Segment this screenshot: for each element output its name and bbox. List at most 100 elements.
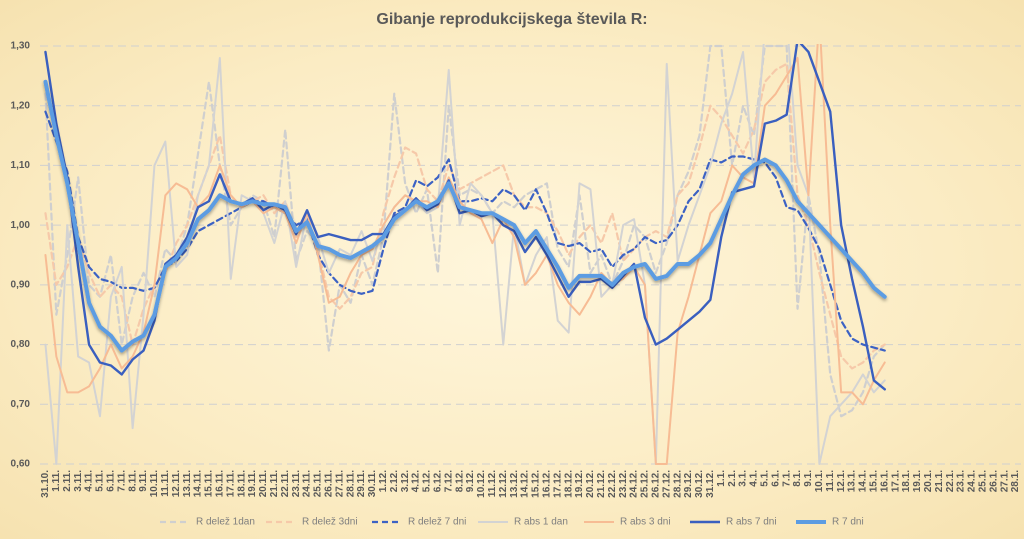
x-tick-label: 20.12. (585, 470, 596, 498)
x-tick-label: 6.11. (105, 470, 116, 492)
x-tick-label: 30.12. (694, 470, 705, 498)
x-tick-label: 13.11. (182, 470, 193, 497)
y-tick-label: 0,70 (11, 399, 31, 410)
x-tick-label: 1.11. (51, 470, 62, 492)
x-tick-label: 17.12. (552, 470, 563, 498)
x-tick-label: 3.1. (738, 470, 749, 487)
x-tick-label: 2.12. (389, 470, 400, 492)
x-tick-label: 26.11. (323, 470, 334, 497)
x-tick-label: 5.11. (95, 470, 106, 492)
legend: R delež 1dan R delež 3dni R delež 7 dni R a… (160, 517, 864, 528)
x-tick-label: 7.1. (781, 470, 792, 487)
x-tick-label: 18.1. (901, 470, 912, 492)
x-tick-label: 30.11. (367, 470, 378, 497)
x-tick-label: 24.1. (967, 470, 978, 492)
x-tick-label: 6.1. (770, 470, 781, 487)
y-tick-label: 1,20 (11, 100, 31, 111)
chart-title: Gibanje reprodukcijskega števila R: (376, 11, 647, 28)
x-tick-label: 21.12. (596, 470, 607, 498)
legend-label: R abs 7 dni (726, 517, 777, 528)
x-tick-label: 7.11. (116, 470, 127, 492)
legend-label: R abs 1 dan (514, 517, 568, 528)
x-tick-label: 3.11. (73, 470, 84, 492)
x-tick-label: 1.12. (378, 470, 389, 492)
series-line (44, 44, 886, 465)
x-tick-label: 29.11. (356, 470, 367, 497)
x-tick-label: 10.1. (814, 470, 825, 492)
series-line (44, 44, 886, 391)
x-tick-label: 12.12. (498, 470, 509, 498)
legend-label: R delež 7 dni (408, 517, 466, 528)
x-tick-label: 8.12. (454, 470, 465, 492)
x-tick-label: 4.1. (749, 470, 760, 487)
x-tick-label: 17.1. (890, 470, 901, 492)
y-tick-label: 0,80 (11, 339, 31, 350)
x-tick-label: 28.1. (1010, 470, 1021, 492)
x-tick-label: 26.12. (650, 470, 661, 498)
plot-area (43, 44, 887, 465)
x-tick-label: 23.12. (618, 470, 629, 498)
series-line (44, 44, 886, 465)
x-tick-label: 16.12. (541, 470, 552, 498)
x-tick-label: 4.12. (411, 470, 422, 492)
x-tick-label: 31.12. (705, 470, 716, 498)
x-tick-label: 16.1. (879, 470, 890, 492)
x-tick-label: 21.1. (934, 470, 945, 492)
x-tick-label: 14.11. (193, 470, 204, 497)
x-tick-label: 16.11. (214, 470, 225, 497)
x-tick-label: 7.12. (443, 470, 454, 492)
x-tick-label: 29.12. (683, 470, 694, 498)
legend-label: R abs 3 dni (620, 517, 671, 528)
x-tick-label: 25.11. (313, 470, 324, 497)
x-tick-label: 23.1. (956, 470, 967, 492)
x-tick-label: 11.12. (487, 470, 498, 497)
x-tick-label: 27.1. (999, 470, 1010, 492)
x-tick-label: 11.11. (160, 470, 171, 497)
grid (40, 45, 1021, 465)
legend-label: R delež 3dni (302, 517, 358, 528)
x-tick-label: 5.1. (759, 470, 770, 487)
x-tick-label: 19.1. (912, 470, 923, 492)
x-tick-label: 2.11. (62, 470, 73, 492)
legend-label: R delež 1dan (196, 517, 255, 528)
x-tick-label: 27.12. (661, 470, 672, 498)
x-tick-label: 23.11. (291, 470, 302, 497)
x-tick-label: 12.1. (836, 470, 847, 492)
x-tick-label: 18.12. (563, 470, 574, 498)
x-tick-label: 28.12. (672, 470, 683, 498)
x-tick-label: 31.10. (40, 470, 51, 498)
x-tick-label: 9.11. (138, 470, 149, 492)
x-tick-label: 11.1. (825, 470, 836, 492)
x-tick-label: 5.12. (422, 470, 433, 492)
series-line (44, 44, 886, 418)
series-line (43, 79, 887, 353)
x-tick-label: 14.1. (858, 470, 869, 492)
x-tick-label: 24.12. (629, 470, 640, 498)
x-tick-label: 9.12. (465, 470, 476, 492)
x-tick-label: 2.1. (727, 470, 738, 487)
x-tick-label: 22.12. (607, 470, 618, 498)
y-tick-label: 0,60 (11, 459, 31, 470)
x-tick-label: 27.11. (334, 470, 345, 497)
x-tick-label: 13.12. (509, 470, 520, 498)
x-tick-label: 22.1. (945, 470, 956, 492)
x-tick-label: 4.11. (84, 470, 95, 492)
x-tick-label: 15.12. (531, 470, 542, 498)
y-tick-label: 1,00 (11, 220, 31, 231)
x-tick-label: 10.11. (149, 470, 160, 497)
x-tick-label: 20.1. (923, 470, 934, 492)
y-tick-label: 0,90 (11, 279, 31, 290)
series-line (44, 62, 886, 370)
x-tick-label: 15.1. (868, 470, 879, 492)
x-tick-label: 25.1. (977, 470, 988, 492)
x-tick-label: 13.1. (847, 470, 858, 492)
x-tick-label: 25.12. (640, 470, 651, 498)
x-tick-label: 21.11. (269, 470, 280, 497)
x-tick-label: 10.12. (476, 470, 487, 498)
x-tick-label: 6.12. (432, 470, 443, 492)
x-tick-label: 15.11. (204, 470, 215, 497)
x-tick-label: 20.11. (258, 470, 269, 497)
